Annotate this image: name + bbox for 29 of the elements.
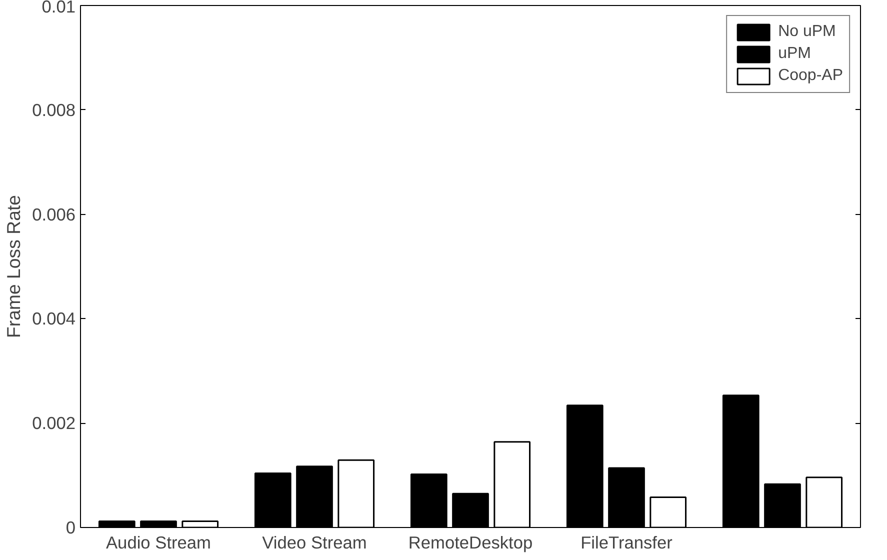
y-tick-label: 0.002 [32,413,76,434]
x-tick-label: Audio Stream [106,532,211,552]
y-tick-label: 0 [66,518,76,538]
x-tick-label: FileTransfer [580,532,673,552]
y-tick-label: 0.01 [42,0,76,16]
legend-label: uPM [778,45,811,63]
x-tick-label: RemoteDesktop [408,532,533,552]
bar [806,476,843,528]
y-axis-title: Frame Loss Rate [3,194,24,338]
bar [722,394,760,528]
y-tick-label: 0.006 [32,204,76,224]
bar [296,466,333,528]
bar [452,492,489,528]
legend-label: Coop-AP [778,67,843,85]
bar [140,520,177,528]
bar [182,520,219,528]
bar [566,404,604,528]
x-tick-label: Video Stream [262,532,367,552]
y-tick-label: 0.008 [32,100,76,120]
legend-label: No uPM [778,23,836,41]
bar [494,441,531,528]
bar [650,496,687,528]
bar [608,467,645,528]
y-tick-label: 0.004 [32,308,76,329]
bar [98,520,136,528]
bar [254,472,292,528]
bar [338,459,375,528]
bar [764,483,801,528]
bar [410,474,448,528]
